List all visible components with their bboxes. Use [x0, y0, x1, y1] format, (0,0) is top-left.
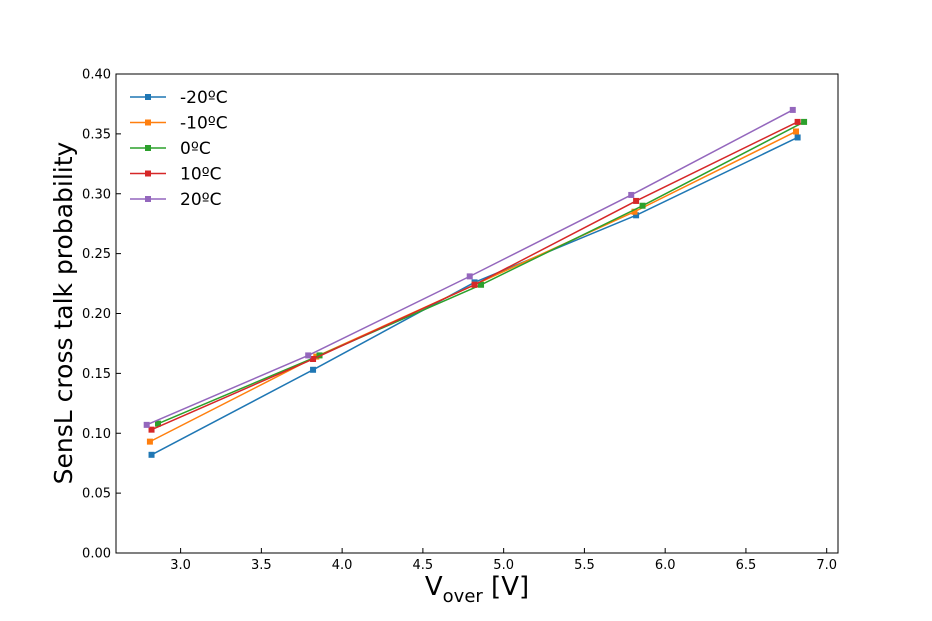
legend-marker	[145, 196, 151, 202]
data-point	[794, 134, 801, 141]
data-point	[639, 202, 646, 209]
legend-label: 10ºC	[180, 165, 222, 185]
series-layer	[143, 106, 808, 458]
data-point	[801, 118, 808, 125]
y-tick-label: 0.40	[82, 68, 111, 83]
x-tick-label: 7.0	[816, 558, 837, 573]
x-axis: 3.0 3.5 4.0 4.5 5.0 5.5 6.0 6.5 7.0	[170, 548, 837, 573]
plot-area	[115, 73, 839, 554]
y-tick-label: 0.30	[82, 187, 111, 202]
y-tick-label: 0.00	[82, 547, 111, 562]
legend-label: -20ºC	[180, 88, 228, 108]
y-axis-label: SensL cross talk probability	[49, 141, 78, 484]
data-point	[478, 281, 485, 288]
x-tick-label: 3.0	[170, 558, 191, 573]
data-point	[628, 191, 635, 198]
legend-marker	[145, 145, 151, 151]
x-axis-label: Vover [V]	[425, 572, 529, 607]
data-point	[143, 421, 150, 428]
data-point	[789, 106, 796, 113]
data-point	[794, 118, 801, 125]
y-tick-label: 0.35	[82, 127, 111, 142]
data-point	[471, 281, 478, 288]
data-point	[148, 426, 155, 433]
legend-label: 0ºC	[180, 139, 211, 159]
x-tick-label: 6.5	[736, 558, 757, 573]
y-tick-label: 0.10	[82, 427, 111, 442]
x-tick-label: 4.5	[413, 558, 434, 573]
legend-label: -10ºC	[180, 114, 228, 134]
y-tick-label: 0.15	[82, 367, 111, 382]
data-point	[466, 273, 473, 280]
data-point	[310, 366, 317, 373]
y-tick-label: 0.20	[82, 307, 111, 322]
data-point	[793, 128, 800, 135]
legend-label: 20ºC	[180, 190, 222, 210]
x-tick-label: 3.5	[251, 558, 272, 573]
data-point	[310, 356, 317, 363]
data-point	[148, 451, 155, 458]
x-tick-label: 4.0	[332, 558, 353, 573]
y-tick-label: 0.25	[82, 247, 111, 262]
data-point	[154, 420, 161, 427]
legend-marker	[145, 170, 151, 177]
x-tick-label: 6.0	[655, 558, 676, 573]
data-point	[146, 438, 153, 445]
y-axis: 0.00 0.05 0.10 0.15 0.20 0.25 0.30 0.35 0.40	[82, 68, 121, 562]
legend-marker	[145, 119, 151, 126]
legend: -20ºC -10ºC 0ºC 10ºC 20ºC	[130, 88, 228, 210]
x-tick-label: 5.0	[493, 558, 514, 573]
data-point	[633, 212, 640, 219]
legend-marker	[145, 94, 151, 100]
data-point	[633, 197, 640, 204]
y-tick-label: 0.05	[82, 487, 111, 502]
x-tick-label: 5.5	[574, 558, 595, 573]
data-point	[631, 208, 638, 215]
data-point	[305, 352, 312, 359]
